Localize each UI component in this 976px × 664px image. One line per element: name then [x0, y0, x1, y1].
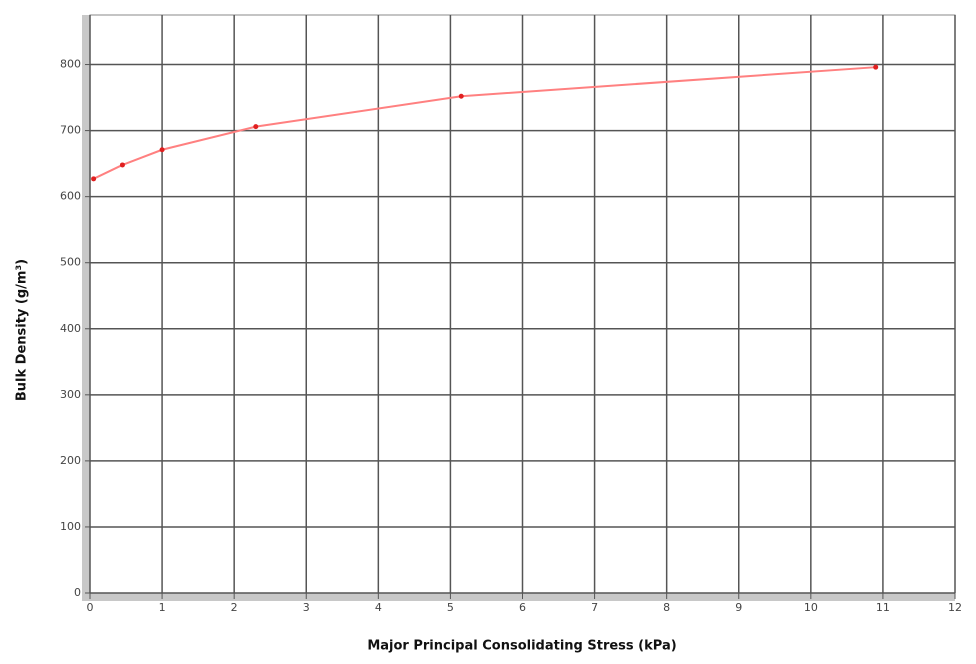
data-point	[873, 64, 879, 70]
x-tick-label: 12	[948, 601, 962, 614]
y-axis-title: Bulk Density (g/m³)	[15, 259, 30, 401]
y-tick-label: 800	[60, 58, 81, 71]
y-tick-label: 400	[60, 322, 81, 335]
x-tick-label: 11	[876, 601, 890, 614]
data-point	[91, 176, 97, 182]
x-tick-label: 5	[447, 601, 454, 614]
x-tick-label: 2	[231, 601, 238, 614]
data-point	[253, 124, 259, 130]
x-tick-label: 6	[519, 601, 526, 614]
x-tick-label: 10	[804, 601, 818, 614]
x-tick-label: 3	[303, 601, 310, 614]
left-bar	[82, 15, 90, 601]
y-tick-label: 500	[60, 256, 81, 269]
y-tick-label: 100	[60, 520, 81, 533]
data-point	[119, 162, 125, 168]
y-tick-label: 0	[74, 586, 81, 599]
data-line	[93, 66, 876, 180]
x-tick-label: 9	[735, 601, 742, 614]
y-tick-label: 300	[60, 388, 81, 401]
bottom-bar	[82, 593, 955, 601]
y-tick-label: 700	[60, 124, 81, 137]
x-tick-label: 7	[591, 601, 598, 614]
x-tick-label: 4	[375, 601, 382, 614]
x-tick-label: 0	[87, 601, 94, 614]
data-point	[458, 93, 464, 99]
x-tick-label: 1	[159, 601, 166, 614]
x-axis-title: Major Principal Consolidating Stress (kP…	[367, 639, 676, 654]
x-tick-label: 8	[663, 601, 670, 614]
y-tick-label: 200	[60, 454, 81, 467]
data-point	[159, 147, 165, 153]
y-tick-label: 600	[60, 190, 81, 203]
